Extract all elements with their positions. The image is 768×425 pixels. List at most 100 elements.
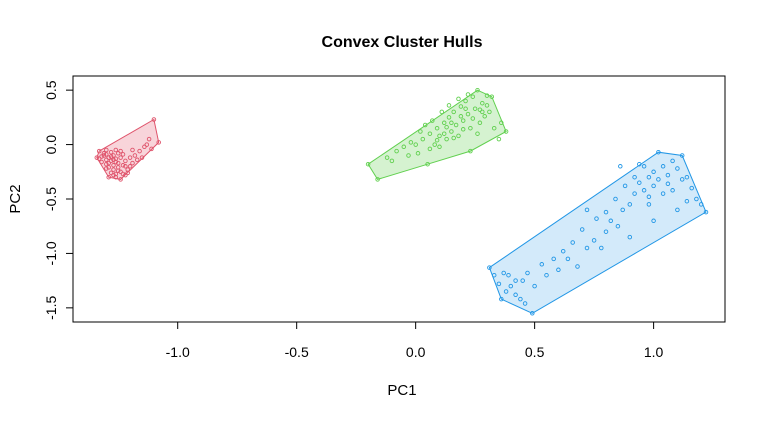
cluster-3-point xyxy=(499,296,504,302)
cluster-2-point xyxy=(422,122,428,128)
cluster-2-point xyxy=(451,109,456,115)
x-tick-label: -1.0 xyxy=(166,344,190,360)
cluster-1-point xyxy=(125,170,130,176)
y-tick-label: 0.5 xyxy=(43,80,59,100)
cluster-3-point xyxy=(698,202,704,207)
cluster-3-point xyxy=(651,218,656,224)
cluster-1-point xyxy=(146,136,152,142)
cluster-3-point xyxy=(513,292,518,298)
x-tick-label: 0.5 xyxy=(525,344,545,360)
cluster-1-point xyxy=(142,144,147,150)
cluster-1-point xyxy=(111,157,116,163)
cluster-3-point xyxy=(618,164,623,169)
cluster-3-point xyxy=(591,238,597,243)
cluster-1-point xyxy=(132,153,138,158)
cluster-2-point xyxy=(401,144,407,150)
cluster-1-point xyxy=(101,153,107,158)
cluster-3-point xyxy=(646,174,652,180)
cluster-2-point xyxy=(484,93,490,98)
cluster-2-point xyxy=(484,103,490,108)
cluster-2-point xyxy=(470,94,476,99)
cluster-3-point xyxy=(651,169,656,175)
cluster-3-point xyxy=(525,270,530,276)
cluster-1-point xyxy=(99,159,104,165)
cluster-2-point xyxy=(427,146,433,152)
cluster-2-point xyxy=(449,129,454,134)
cluster-2-point xyxy=(434,137,440,143)
cluster-3-point xyxy=(501,270,506,276)
cluster-2-point xyxy=(420,136,426,142)
cluster-1-point xyxy=(111,172,116,178)
cluster-2-point xyxy=(434,125,440,131)
cluster-3-point xyxy=(539,262,545,267)
cluster-3-point xyxy=(689,185,694,191)
cluster-3-point xyxy=(670,158,675,164)
x-axis-label: PC1 xyxy=(387,382,416,399)
cluster-3-point xyxy=(560,248,566,254)
cluster-1-point xyxy=(149,146,154,152)
cluster-2-point xyxy=(427,131,433,136)
cluster-1-point xyxy=(99,154,104,159)
cluster-2-point xyxy=(394,148,399,154)
cluster-1-point xyxy=(127,164,133,169)
x-axis: -1.0 -0.5 0.0 0.5 1.0 xyxy=(166,321,664,360)
cluster-hulls xyxy=(96,89,707,314)
cluster-1-point xyxy=(115,160,121,166)
cluster-3-point xyxy=(656,149,661,155)
cluster-3-point xyxy=(594,216,599,221)
x-tick-label: 0.0 xyxy=(406,344,426,360)
cluster-2-point xyxy=(456,96,461,102)
cluster-2-point xyxy=(468,125,473,131)
y-axis-label: PC2 xyxy=(7,184,24,213)
cluster-2-point xyxy=(389,158,395,164)
cluster-2-point xyxy=(444,124,449,130)
cluster-2-point xyxy=(444,136,449,142)
cluster-2-point xyxy=(413,142,418,147)
cluster-3-point xyxy=(703,209,709,215)
cluster-1-point xyxy=(156,140,161,145)
cluster-3-point xyxy=(506,272,511,278)
cluster-2-point xyxy=(437,144,442,150)
cluster-3-point xyxy=(603,229,609,234)
cluster-3-point xyxy=(684,198,690,204)
cluster-3-point xyxy=(637,180,642,185)
cluster-1-point xyxy=(123,172,128,178)
cluster-3-point xyxy=(684,174,690,180)
cluster-3-point xyxy=(603,209,609,215)
cluster-2-point xyxy=(408,140,414,145)
cluster-2-point xyxy=(406,153,411,158)
cluster-3-point xyxy=(599,245,604,251)
cluster-1-point xyxy=(106,160,111,166)
cluster-3-point xyxy=(518,296,523,302)
cluster-3-point xyxy=(608,218,614,224)
cluster-3-point xyxy=(646,194,652,200)
cluster-1-point xyxy=(94,155,100,160)
cluster-2-point xyxy=(430,118,435,123)
cluster-2-point xyxy=(475,87,480,93)
cluster-3-point xyxy=(613,196,618,202)
cluster-1-point xyxy=(134,157,140,163)
cluster-2-point xyxy=(415,151,421,156)
cluster-3-point xyxy=(570,240,575,245)
cluster-1-point xyxy=(118,148,123,154)
cluster-1-point xyxy=(104,166,109,171)
cluster-3-point xyxy=(620,207,625,213)
cluster-1-point xyxy=(115,168,121,173)
cluster-3-point xyxy=(651,183,656,189)
cluster-1-point xyxy=(113,147,119,153)
cluster-3-point xyxy=(615,223,621,229)
y-tick-label: -1.0 xyxy=(43,241,59,265)
cluster-3-point xyxy=(487,265,492,270)
cluster-1-point xyxy=(96,156,102,161)
cluster-1-point xyxy=(120,152,126,157)
cluster-1-point xyxy=(130,147,135,153)
cluster-1-point xyxy=(127,155,133,160)
cluster-3-point xyxy=(530,311,535,316)
cluster-3-point xyxy=(544,272,549,278)
cluster-3-point xyxy=(565,256,571,262)
cluster-1-point xyxy=(106,174,111,180)
x-tick-label: 1.0 xyxy=(644,344,664,360)
cluster-1-point xyxy=(151,117,157,122)
cluster-3-point xyxy=(660,164,666,169)
cluster-2-point xyxy=(496,136,502,142)
